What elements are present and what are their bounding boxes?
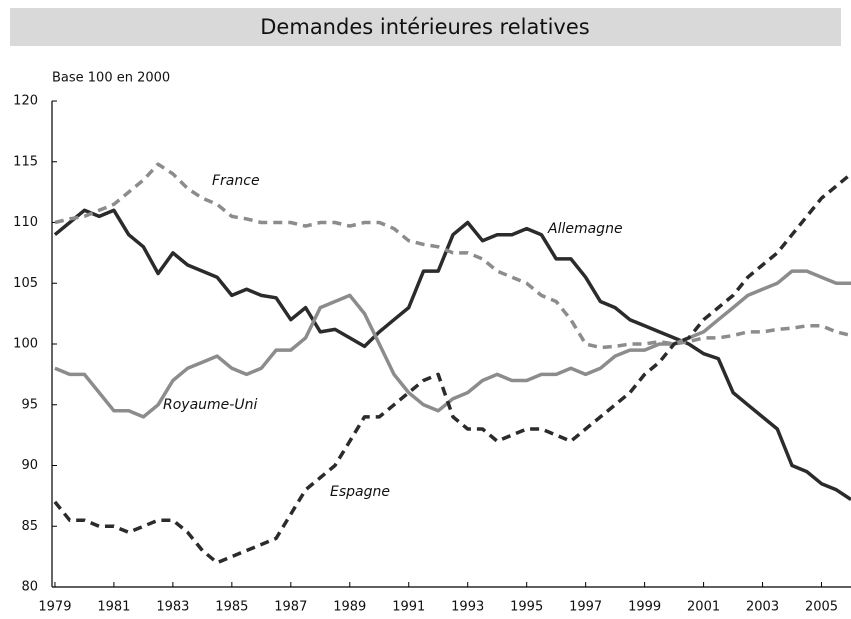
x-tick-label: 1987 (274, 600, 307, 615)
x-tick-label: 2003 (746, 600, 779, 615)
y-tick-label: 90 (21, 458, 38, 473)
chart-title: Demandes intérieures relatives (260, 15, 589, 39)
x-tick-label: 1995 (510, 600, 543, 615)
series-label: Royaume-Uni (163, 397, 257, 413)
x-tick-label: 1997 (569, 600, 602, 615)
y-tick-label: 105 (13, 276, 38, 291)
x-tick-label: 1999 (628, 600, 661, 615)
y-tick-label: 85 (21, 519, 38, 534)
x-tick-label: 2005 (805, 600, 838, 615)
y-tick-label: 110 (13, 215, 38, 230)
x-tick-label: 1983 (156, 600, 189, 615)
series-label: Allemagne (547, 221, 623, 237)
title-band (10, 8, 841, 46)
y-tick-label: 100 (13, 337, 38, 352)
series-label: France (212, 173, 260, 189)
y-tick-label: 80 (21, 580, 38, 595)
x-tick-label: 1991 (392, 600, 425, 615)
series-label: Espagne (330, 484, 390, 500)
series-line (54, 162, 851, 350)
y-tick-label: 115 (13, 154, 38, 169)
series-line (53, 172, 851, 565)
y-tick-label: 120 (13, 94, 38, 109)
x-tick-label: 1989 (333, 600, 366, 615)
series-line (54, 269, 851, 419)
x-tick-label: 1981 (97, 600, 130, 615)
y-tick-label: 95 (21, 397, 38, 412)
x-tick-label: 1993 (451, 600, 484, 615)
x-tick-label: 2001 (687, 600, 720, 615)
series-line (53, 208, 851, 501)
x-tick-label: 1985 (215, 600, 248, 615)
x-tick-label: 1979 (38, 600, 71, 615)
y-axis-label: Base 100 en 2000 (52, 71, 170, 86)
